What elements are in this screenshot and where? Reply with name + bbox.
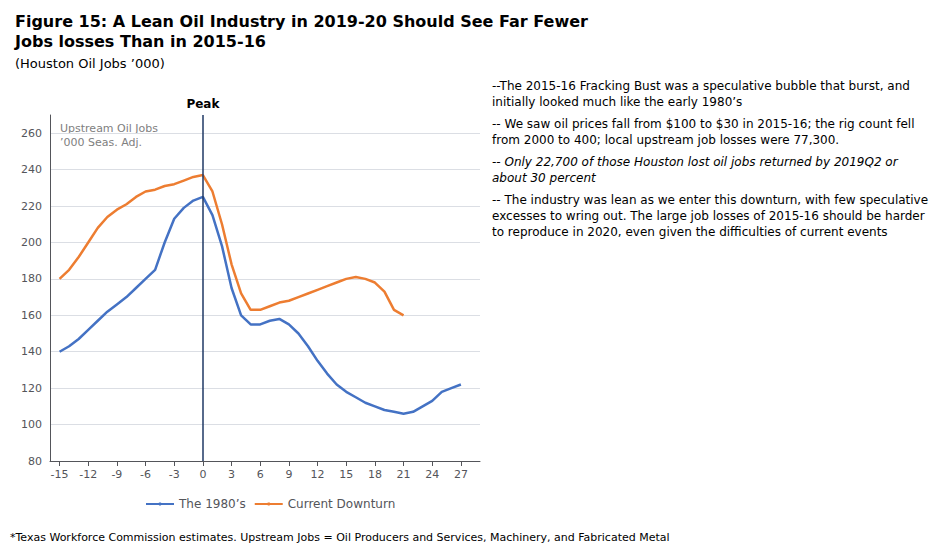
svg-text:200: 200 — [21, 236, 42, 249]
svg-text:9: 9 — [285, 468, 292, 481]
svg-text:*Texas Workforce Commission es: *Texas Workforce Commission estimates. U… — [10, 531, 670, 544]
svg-text:18: 18 — [368, 468, 382, 481]
svg-text:-9: -9 — [111, 468, 122, 481]
svg-text:’000 Seas. Adj.: ’000 Seas. Adj. — [60, 136, 142, 149]
svg-text:240: 240 — [21, 163, 42, 176]
svg-text:12: 12 — [311, 468, 325, 481]
svg-text:0: 0 — [199, 468, 206, 481]
svg-text:excesses to wring out. The lar: excesses to wring out. The large job los… — [492, 209, 925, 223]
svg-text:15: 15 — [339, 468, 353, 481]
svg-text:3: 3 — [228, 468, 235, 481]
svg-text:initially looked much like the: initially looked much like the early 198… — [492, 95, 742, 109]
svg-text:-12: -12 — [79, 468, 97, 481]
svg-text:--The 2015-16 Fracking Bust wa: --The 2015-16 Fracking Bust was a specul… — [492, 79, 910, 93]
svg-text:-15: -15 — [51, 468, 69, 481]
svg-text:-- Only 22,700 of those Housto: -- Only 22,700 of those Houston lost oil… — [492, 155, 899, 169]
svg-text:80: 80 — [28, 455, 42, 468]
svg-text:220: 220 — [21, 200, 42, 213]
svg-text:6: 6 — [257, 468, 264, 481]
svg-text:100: 100 — [21, 418, 42, 431]
svg-text:-- We saw oil prices fall from: -- We saw oil prices fall from $100 to $… — [492, 117, 914, 131]
svg-text:The 1980’s: The 1980’s — [178, 497, 246, 511]
svg-text:-6: -6 — [140, 468, 151, 481]
svg-text:140: 140 — [21, 345, 42, 358]
svg-text:27: 27 — [454, 468, 468, 481]
svg-text:-- The industry was lean as we: -- The industry was lean as we enter thi… — [492, 193, 928, 207]
svg-text:Current Downturn: Current Downturn — [288, 497, 396, 511]
svg-text:about 30 percent: about 30 percent — [492, 171, 597, 185]
svg-text:-3: -3 — [169, 468, 180, 481]
svg-text:to reproduce in 2020, even giv: to reproduce in 2020, even given the dif… — [492, 225, 888, 239]
svg-text:Peak: Peak — [186, 97, 220, 111]
svg-text:Figure 15: A Lean Oil Industry: Figure 15: A Lean Oil Industry in 2019-2… — [15, 12, 588, 31]
svg-text:Jobs losses Than in 2015-16: Jobs losses Than in 2015-16 — [14, 32, 266, 51]
svg-text:21: 21 — [397, 468, 411, 481]
svg-text:24: 24 — [425, 468, 439, 481]
svg-text:from 2000 to 400; local upstre: from 2000 to 400; local upstream job los… — [492, 133, 839, 147]
svg-text:160: 160 — [21, 309, 42, 322]
svg-text:180: 180 — [21, 272, 42, 285]
svg-text:Upstream Oil Jobs: Upstream Oil Jobs — [60, 122, 158, 135]
svg-text:(Houston Oil Jobs ’000): (Houston Oil Jobs ’000) — [15, 56, 165, 71]
svg-text:120: 120 — [21, 382, 42, 395]
svg-text:260: 260 — [21, 127, 42, 140]
